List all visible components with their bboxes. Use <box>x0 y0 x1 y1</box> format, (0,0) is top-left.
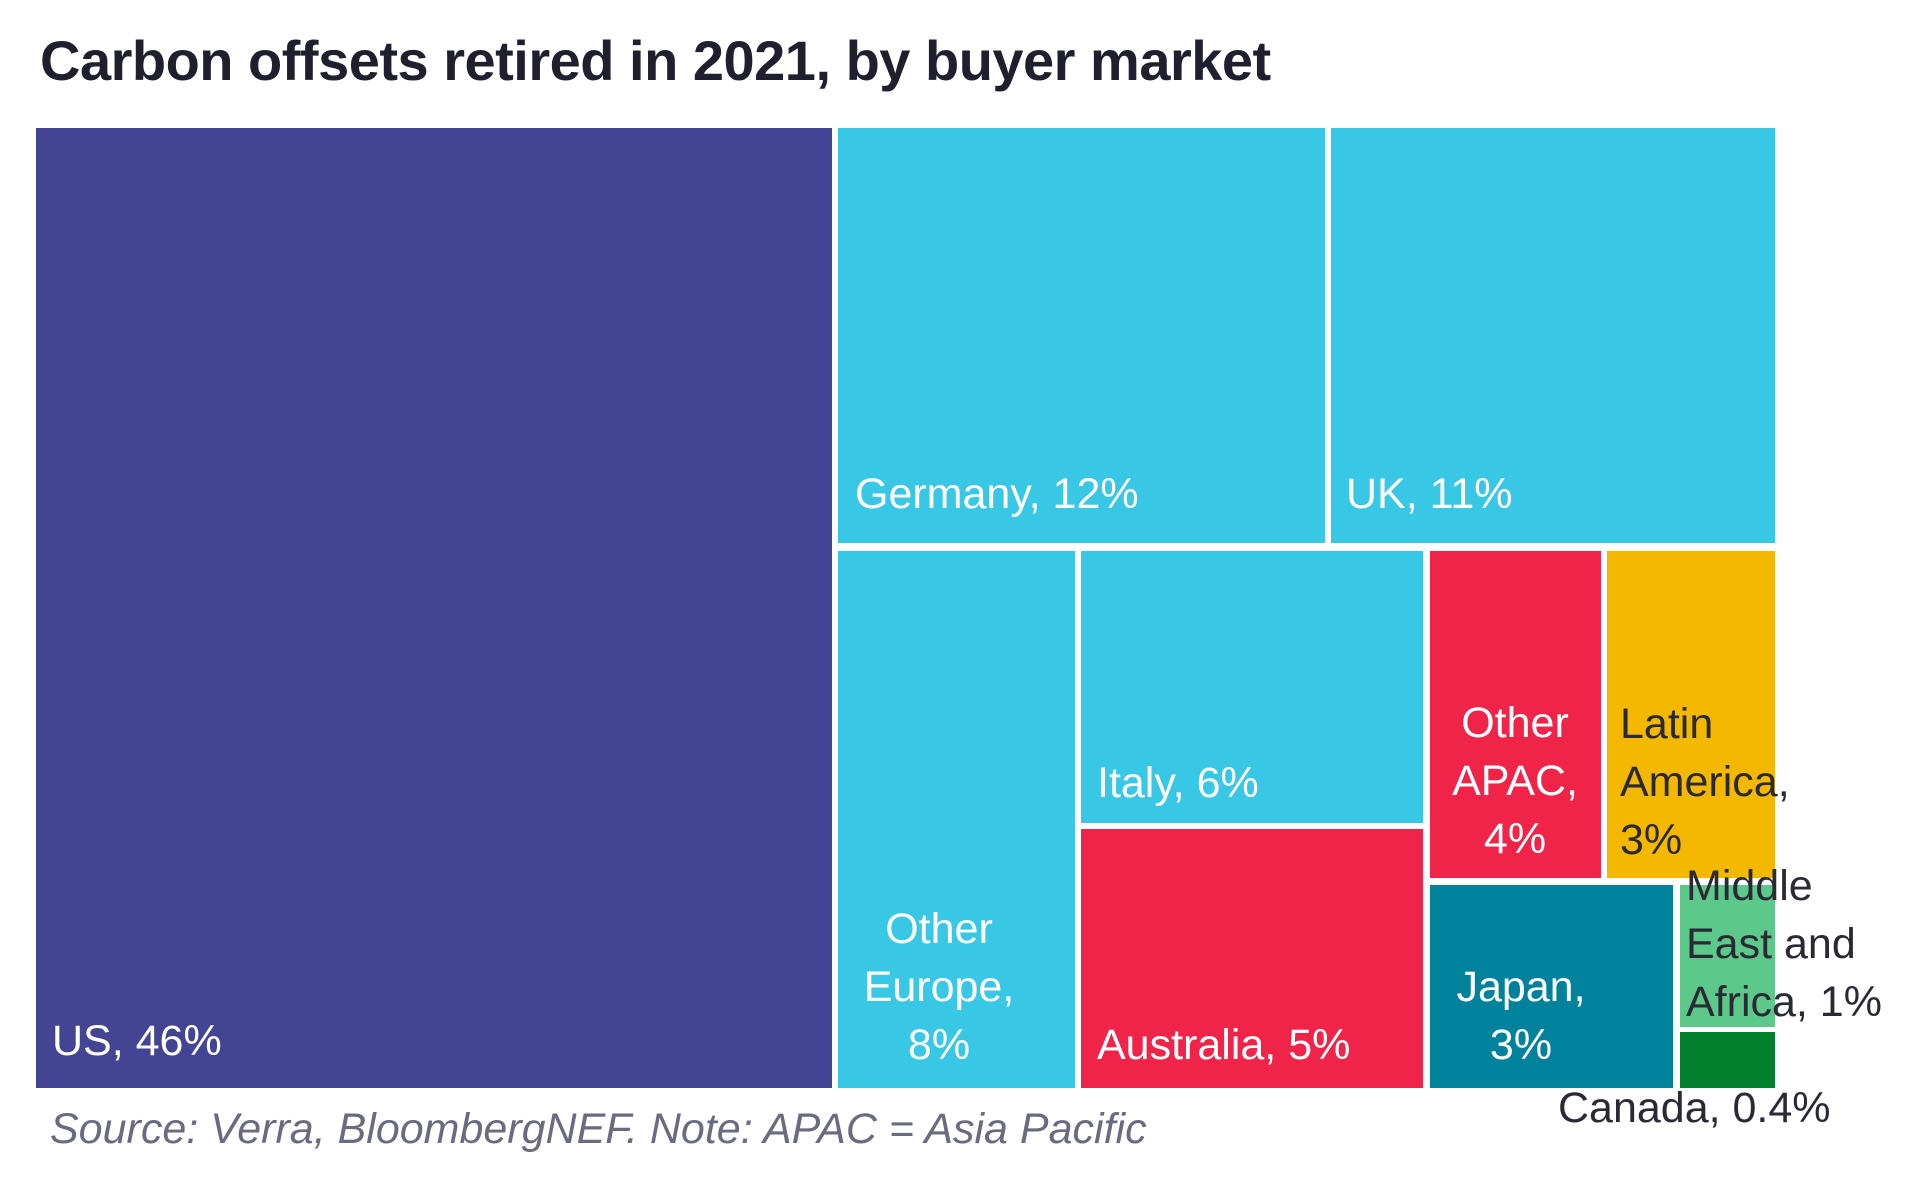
source-note: Source: Verra, BloombergNEF. Note: APAC … <box>50 1105 1147 1153</box>
tile-label-canada: Canada, 0.4% <box>1558 1084 1831 1132</box>
tile-label-uk: UK, 11% <box>1346 470 1513 518</box>
tile-label-latin-america: Latin America, 3% <box>1620 700 1790 864</box>
tile-middle-east-and-africa <box>1680 885 1775 1027</box>
tile-other-apac <box>1430 551 1601 878</box>
tile-uk <box>1331 128 1775 543</box>
tile-label-italy: Italy, 6% <box>1097 759 1259 807</box>
tile-label-other-europe: Other Europe, 8% <box>864 905 1015 1069</box>
tile-australia <box>1081 829 1423 1088</box>
chart-title: Carbon offsets retired in 2021, by buyer… <box>40 29 1271 92</box>
tile-italy <box>1081 551 1423 823</box>
tile-label-japan: Japan, 3% <box>1456 963 1585 1069</box>
tile-latin-america <box>1607 551 1775 878</box>
tile-us <box>36 128 832 1088</box>
tile-label-germany: Germany, 12% <box>855 470 1139 518</box>
tile-other-europe <box>838 551 1075 1088</box>
tile-canada <box>1680 1032 1775 1088</box>
tile-germany <box>838 128 1325 543</box>
tile-label-middle-east-and-africa: Middle East and Africa, 1% <box>1686 862 1882 1026</box>
tile-label-other-apac: Other APAC, 4% <box>1452 699 1578 863</box>
tile-label-us: US, 46% <box>52 1017 222 1065</box>
tile-japan <box>1430 885 1673 1088</box>
tile-label-australia: Australia, 5% <box>1097 1021 1350 1069</box>
